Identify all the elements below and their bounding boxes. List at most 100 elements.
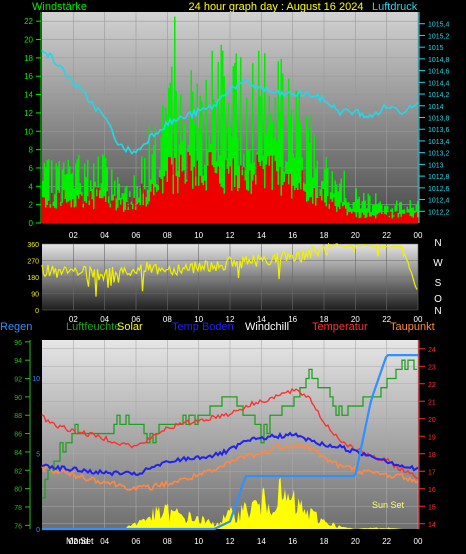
wind-bar <box>186 181 188 223</box>
gust-bar <box>375 193 377 223</box>
direction-x-tick: 08 <box>163 315 172 324</box>
pressure-axis-title: Luftdruck <box>372 1 418 13</box>
wind-bar <box>343 205 345 223</box>
gust-bar <box>153 145 155 223</box>
wind-bar <box>213 167 215 223</box>
gust-bar <box>190 70 192 223</box>
moon-set-label-2: Set <box>80 536 94 546</box>
gust-bar <box>184 120 186 223</box>
wind-bar <box>313 188 315 223</box>
legend-item: Temp Boden <box>172 321 234 333</box>
direction-x-tick: 10 <box>194 315 203 324</box>
wind-bar <box>64 199 66 223</box>
wind-bar <box>246 189 248 223</box>
wind-bar <box>388 217 390 223</box>
wind-bar <box>112 200 114 223</box>
direction-x-tick: 14 <box>257 315 266 324</box>
wind-bar <box>322 188 324 223</box>
rain-y-tick: 10 <box>32 376 40 383</box>
wind-bar <box>303 190 305 223</box>
wind-bar <box>175 176 177 223</box>
wind-bar <box>321 200 323 223</box>
wind-bar <box>99 198 101 223</box>
humidity-y-tick: 96 <box>14 340 22 347</box>
wind-bar <box>76 195 78 223</box>
wind-bar <box>234 186 236 223</box>
wind-x-tick: 12 <box>226 231 235 240</box>
wind-x-tick: 08 <box>163 231 172 240</box>
legend-item: Windchill <box>245 321 289 333</box>
wind-x-tick: 20 <box>351 231 360 240</box>
rain-y-tick: 0 <box>36 527 40 534</box>
legend-item: Temperatur <box>312 321 368 333</box>
gust-bar <box>162 105 164 223</box>
pressure-y-tick: 1013 <box>428 162 444 169</box>
temp-y-tick: 17 <box>428 469 436 476</box>
wind-y-tick: 12 <box>24 109 33 118</box>
gust-bar <box>55 163 57 223</box>
temperature-x-tick: 06 <box>132 537 141 546</box>
wind-bar <box>379 212 381 223</box>
gust-bar <box>175 90 177 223</box>
pressure-y-tick: 1014,4 <box>428 80 450 87</box>
gust-bar <box>417 201 419 223</box>
wind-bar <box>189 155 191 223</box>
gust-bar <box>58 160 60 223</box>
wind-bar <box>264 188 266 223</box>
wind-bar <box>178 176 180 223</box>
wind-bar <box>312 203 314 223</box>
wind-bar <box>66 202 68 223</box>
gust-bar <box>64 174 66 223</box>
wind-bar <box>216 173 218 223</box>
wind-bar <box>279 166 281 223</box>
gust-bar <box>214 103 216 223</box>
compass-label: N <box>434 238 441 249</box>
gust-bar <box>258 50 260 224</box>
wind-bar <box>256 154 258 223</box>
wind-bar <box>93 209 95 223</box>
wind-bar <box>363 214 365 223</box>
wind-bar <box>103 196 105 223</box>
wind-bar <box>345 208 347 223</box>
sun-set-label: Sun Set <box>372 500 405 510</box>
wind-bar <box>300 189 302 223</box>
wind-bar <box>415 212 417 223</box>
gust-bar <box>76 159 78 223</box>
wind-bar <box>60 205 62 223</box>
wind-bar <box>297 190 299 223</box>
wind-bar <box>355 216 357 223</box>
wind-bar <box>348 212 350 223</box>
wind-bar <box>262 169 264 223</box>
gust-bar <box>331 171 333 223</box>
wind-bar <box>366 217 368 223</box>
rain-y-tick-labels: 0 5 10 <box>32 376 40 534</box>
temp-y-tick: 16 <box>428 487 436 494</box>
wind-bar <box>196 160 198 223</box>
gust-bar <box>411 208 413 223</box>
wind-bar <box>381 214 383 223</box>
wind-bar <box>148 201 150 223</box>
gust-bar <box>103 155 105 223</box>
gust-bar <box>84 163 86 223</box>
pressure-y-tick: 1012,8 <box>428 174 450 181</box>
wind-bar <box>166 181 168 223</box>
wind-bar <box>405 213 407 223</box>
wind-bar <box>73 207 75 223</box>
gust-bar <box>312 177 314 223</box>
wind-bar <box>190 170 192 223</box>
gust-bar <box>295 90 297 223</box>
wind-bar <box>265 164 267 223</box>
wind-bar <box>58 192 60 223</box>
gust-bar <box>277 61 279 223</box>
gust-bar <box>358 196 360 223</box>
gust-bar <box>228 103 230 223</box>
wind-bar <box>117 207 119 223</box>
humidity-y-tick: 92 <box>14 377 22 384</box>
wind-bar <box>364 218 366 223</box>
gust-bar <box>75 163 77 223</box>
wind-bar <box>396 211 398 223</box>
gust-bar <box>111 169 113 223</box>
wind-bar <box>402 213 404 223</box>
wind-bar <box>319 195 321 223</box>
